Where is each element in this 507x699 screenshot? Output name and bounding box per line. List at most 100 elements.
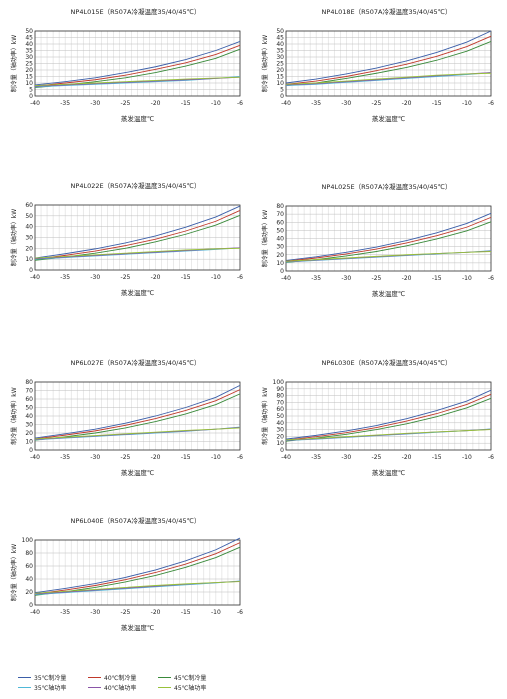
- legend-row-capacity: 35℃制冷量 40℃制冷量 45℃制冷量: [18, 672, 278, 682]
- y-tick-label: 80: [25, 379, 33, 386]
- y-axis-label: 制冷量（轴功率）kW: [10, 35, 18, 92]
- y-tick-label: 0: [29, 602, 33, 609]
- x-tick-label: -15: [181, 274, 191, 281]
- y-tick-label: 50: [25, 405, 33, 412]
- series-line-6: [34, 247, 241, 259]
- series-line-1: [34, 384, 241, 439]
- y-tick-label: 80: [276, 203, 284, 210]
- x-tick-label: -30: [90, 100, 100, 107]
- x-axis-label: 蒸发温度℃: [121, 114, 154, 123]
- y-tick-label: 20: [25, 589, 33, 596]
- x-tick-label: -6: [237, 274, 243, 281]
- chart-panel-3: NP4L022E（R507A冷凝温度35/40/45℃） 0 10 20 30 40 50 6…: [10, 181, 243, 297]
- series-line-2: [285, 216, 492, 262]
- legend-row-power: 35℃轴功率 40℃轴功率 45℃轴功率: [18, 682, 278, 692]
- y-tick-label: 50: [25, 213, 33, 220]
- x-axis-label: 蒸发温度℃: [121, 623, 154, 632]
- x-tick-label: -25: [121, 100, 131, 107]
- y-tick-label: 25: [276, 61, 284, 68]
- plot-frame: [34, 30, 241, 97]
- y-tick-label: 0: [29, 93, 33, 100]
- x-tick-label: -35: [60, 274, 70, 281]
- y-axis-label: 制冷量（轴功率）kW: [261, 210, 269, 267]
- x-tick-label: -30: [90, 454, 100, 461]
- x-tick-label: -35: [311, 100, 321, 107]
- x-tick-label: -40: [281, 100, 291, 107]
- legend-label-40-power: 40℃轴功率: [104, 684, 137, 692]
- y-tick-label: 70: [276, 399, 284, 406]
- series-line-2: [34, 210, 241, 260]
- y-tick-label: 20: [276, 252, 284, 259]
- legend-swatch-35-capacity: [18, 676, 31, 678]
- legend-item-35-power: 35℃轴功率: [18, 683, 84, 692]
- y-axis-label: 制冷量（轴功率）kW: [261, 35, 269, 92]
- series-line-6: [34, 427, 241, 440]
- series-line-6: [285, 251, 492, 262]
- y-tick-label: 40: [276, 420, 284, 427]
- chart-panel-7: NP6L040E（R507A冷凝温度35/40/45℃） 0 20 40 60 80 100…: [10, 516, 243, 632]
- x-tick-label: -30: [341, 275, 351, 282]
- chart-title: NP4L015E（R507A冷凝温度35/40/45℃）: [71, 7, 201, 16]
- series-line-2: [285, 35, 492, 85]
- y-axis-label: 制冷量（轴功率）kW: [10, 209, 18, 266]
- y-tick-label: 5: [29, 87, 33, 94]
- series-line-1: [285, 212, 492, 261]
- legend-item-40-capacity: 40℃制冷量: [88, 673, 154, 682]
- plot-frame: [285, 381, 492, 451]
- y-tick-label: 20: [25, 67, 33, 74]
- x-tick-label: -40: [281, 454, 291, 461]
- plot-frame: [285, 205, 492, 272]
- x-tick-label: -6: [488, 454, 494, 461]
- x-tick-label: -10: [462, 100, 472, 107]
- x-tick-label: -10: [211, 609, 221, 616]
- legend-swatch-40-power: [88, 686, 101, 688]
- y-tick-label: 20: [276, 67, 284, 74]
- y-tick-label: 50: [25, 28, 33, 35]
- x-tick-label: -25: [121, 274, 131, 281]
- plot-frame: [34, 381, 241, 451]
- y-tick-label: 10: [276, 80, 284, 87]
- y-axis-label: 制冷量（轴功率）kW: [10, 387, 18, 444]
- y-tick-label: 50: [276, 413, 284, 420]
- legend-item-40-power: 40℃轴功率: [88, 683, 154, 692]
- x-tick-label: -6: [237, 100, 243, 107]
- plot-frame: [34, 204, 241, 271]
- series-line-1: [34, 537, 241, 594]
- x-tick-label: -35: [311, 454, 321, 461]
- y-tick-label: 40: [25, 413, 33, 420]
- y-tick-label: 50: [276, 227, 284, 234]
- y-tick-label: 0: [280, 447, 284, 454]
- x-tick-label: -35: [60, 609, 70, 616]
- x-tick-label: -30: [90, 609, 100, 616]
- y-tick-label: 70: [25, 388, 33, 395]
- x-tick-label: -20: [151, 100, 161, 107]
- x-tick-label: -30: [90, 274, 100, 281]
- legend-swatch-40-capacity: [88, 676, 101, 678]
- plot-frame: [285, 30, 492, 97]
- x-tick-label: -15: [181, 100, 191, 107]
- x-tick-label: -6: [488, 100, 494, 107]
- chart-panel-1: NP4L015E（R507A冷凝温度35/40/45℃） 051015202530…: [10, 7, 243, 123]
- series-line-6: [285, 72, 492, 85]
- series-line-2: [34, 389, 241, 440]
- x-axis-label: 蒸发温度℃: [121, 468, 154, 477]
- x-tick-label: -10: [211, 100, 221, 107]
- x-tick-label: -40: [30, 609, 40, 616]
- legend-item-35-capacity: 35℃制冷量: [18, 673, 84, 682]
- legend-label-35-capacity: 35℃制冷量: [34, 674, 67, 682]
- x-tick-label: -10: [211, 274, 221, 281]
- x-tick-label: -35: [60, 100, 70, 107]
- y-tick-label: 20: [276, 433, 284, 440]
- x-tick-label: -40: [30, 100, 40, 107]
- y-tick-label: 10: [25, 256, 33, 263]
- x-tick-label: -20: [151, 454, 161, 461]
- x-tick-label: -20: [151, 609, 161, 616]
- y-tick-label: 70: [276, 211, 284, 218]
- chart-panel-2: NP4L018E（R507A冷凝温度35/40/45℃） 051015202530…: [261, 7, 494, 123]
- x-tick-label: -15: [181, 609, 191, 616]
- y-tick-label: 10: [276, 260, 284, 267]
- y-tick-label: 45: [276, 35, 284, 42]
- legend-label-45-capacity: 45℃制冷量: [174, 674, 207, 682]
- chart-title: NP4L022E（R507A冷凝温度35/40/45℃）: [71, 181, 201, 190]
